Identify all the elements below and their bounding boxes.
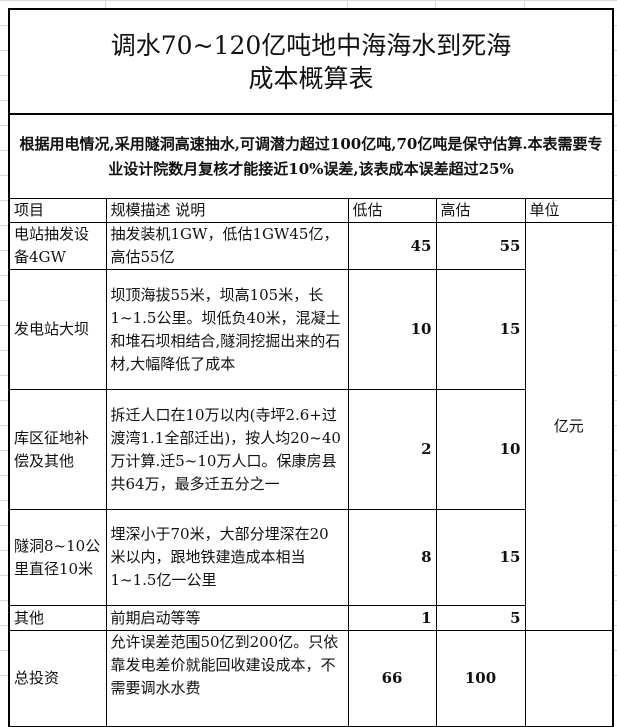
high-cell[interactable]: 15 (435, 509, 526, 606)
header-high[interactable]: 高估 (435, 198, 526, 223)
low-cell[interactable]: 45 (347, 222, 437, 270)
table-row-total: 总投资 允许误差范围50亿到200亿。只依靠发电差价就能回收建设成本，不需要调水… (8, 630, 615, 727)
high-cell[interactable]: 5 (435, 605, 526, 631)
table-row: 发电站大坝 坝顶海拔55米，坝高105米，长1~1.5公里。坝低负40米，混凝土… (8, 269, 613, 390)
low-cell[interactable]: 2 (347, 389, 437, 510)
title-line-2: 成本概算表 (248, 63, 374, 93)
table-row: 隧洞8~10公里直径10米 埋深小于70米，大部分埋深在20米以内，跟地铁建造成… (8, 509, 613, 606)
low-cell[interactable]: 66 (347, 630, 437, 727)
unit-cell-empty[interactable] (524, 630, 615, 727)
desc-cell[interactable]: 埋深小于70米，大部分埋深在20米以内，跟地铁建造成本相当1~1.5亿一公里 (105, 509, 349, 606)
high-cell[interactable]: 55 (435, 222, 526, 270)
table-title[interactable]: 调水70~120亿吨地中海海水到死海 成本概算表 (7, 8, 615, 115)
low-cell[interactable]: 1 (347, 605, 437, 631)
high-cell[interactable]: 100 (435, 630, 526, 727)
desc-cell[interactable]: 拆迁人口在10万以内(寺坪2.6+过渡湾1.1全部迁出)，按人均20~40万计算… (105, 389, 349, 510)
header-unit[interactable]: 单位 (524, 198, 615, 223)
item-cell[interactable]: 电站抽发设备4GW (8, 222, 107, 270)
header-low[interactable]: 低估 (347, 198, 437, 223)
desc-cell[interactable]: 前期启动等等 (105, 605, 349, 631)
header-item[interactable]: 项目 (8, 198, 107, 223)
table-row: 库区征地补偿及其他 拆迁人口在10万以内(寺坪2.6+过渡湾1.1全部迁出)，按… (8, 389, 613, 510)
cost-table: 调水70~120亿吨地中海海水到死海 成本概算表 根据用电情况,采用隧洞高速抽水… (7, 8, 615, 727)
low-cell[interactable]: 8 (347, 509, 437, 606)
high-cell[interactable]: 15 (435, 269, 526, 390)
title-line-1: 调水70~120亿吨地中海海水到死海 (110, 30, 512, 60)
table-row: 其他 前期启动等等 1 5 (8, 605, 613, 631)
unit-cell[interactable]: 亿元 (524, 222, 615, 631)
item-cell[interactable]: 总投资 (8, 630, 107, 727)
note-cell[interactable]: 根据用电情况,采用隧洞高速抽水,可调潜力超过100亿吨,70亿吨是保守估算.本表… (7, 113, 615, 199)
item-cell[interactable]: 库区征地补偿及其他 (8, 389, 107, 510)
header-desc[interactable]: 规模描述 说明 (105, 198, 349, 223)
desc-cell[interactable]: 抽发装机1GW，低估1GW45亿，高估55亿 (105, 222, 349, 270)
high-cell[interactable]: 10 (435, 389, 526, 510)
item-cell[interactable]: 其他 (8, 605, 107, 631)
desc-cell[interactable]: 允许误差范围50亿到200亿。只依靠发电差价就能回收建设成本，不需要调水水费 (105, 630, 349, 727)
item-cell[interactable]: 发电站大坝 (8, 269, 107, 390)
low-cell[interactable]: 10 (347, 269, 437, 390)
desc-cell[interactable]: 坝顶海拔55米，坝高105米，长1~1.5公里。坝低负40米，混凝土和堆石坝相结… (105, 269, 349, 390)
item-cell[interactable]: 隧洞8~10公里直径10米 (8, 509, 107, 606)
table-row: 电站抽发设备4GW 抽发装机1GW，低估1GW45亿，高估55亿 45 55 亿… (8, 222, 615, 631)
